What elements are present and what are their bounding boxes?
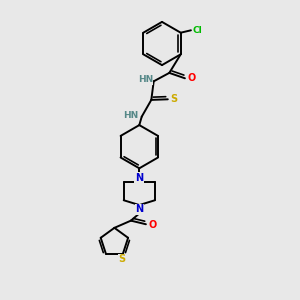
- Text: O: O: [148, 220, 157, 230]
- Text: N: N: [135, 173, 143, 183]
- Text: Cl: Cl: [192, 26, 202, 35]
- Text: O: O: [188, 73, 196, 83]
- Text: HN: HN: [138, 75, 153, 84]
- Text: S: S: [170, 94, 177, 104]
- Text: N: N: [135, 204, 143, 214]
- Text: HN: HN: [124, 111, 139, 120]
- Text: S: S: [119, 254, 126, 264]
